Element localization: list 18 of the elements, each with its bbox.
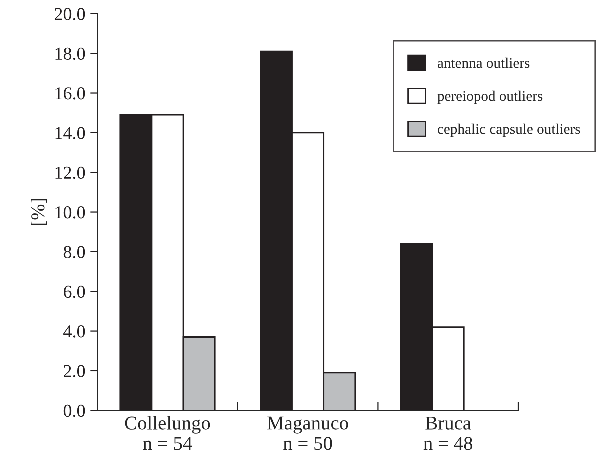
legend-label: cephalic capsule outliers (438, 124, 580, 138)
x-tick-label: Collelungo n = 54 (125, 416, 210, 450)
y-tick-label: 20.0 (54, 8, 86, 20)
y-tick-label: 16.0 (56, 88, 86, 100)
y-tick-label: 4.0 (64, 326, 86, 338)
y-tick-label: 0.0 (64, 404, 86, 418)
y-tick-label: 18.0 (56, 48, 86, 60)
legend-label: antenna outliers (438, 58, 530, 68)
y-tick-label: 8.0 (64, 246, 86, 258)
x-tick-label: Bruca n = 48 (424, 416, 473, 450)
y-tick-label: 2.0 (64, 365, 86, 378)
y-tick-label: 14.0 (56, 127, 86, 140)
y-tick-label: 6.0 (64, 286, 86, 298)
legend-label: pereiopod outliers (438, 90, 543, 104)
y-axis-title: [%] (31, 199, 48, 226)
y-tick-label: 12.0 (56, 166, 86, 180)
x-tick-label: Maganuco n = 50 (268, 416, 348, 450)
y-tick-label: 10.0 (56, 206, 86, 219)
